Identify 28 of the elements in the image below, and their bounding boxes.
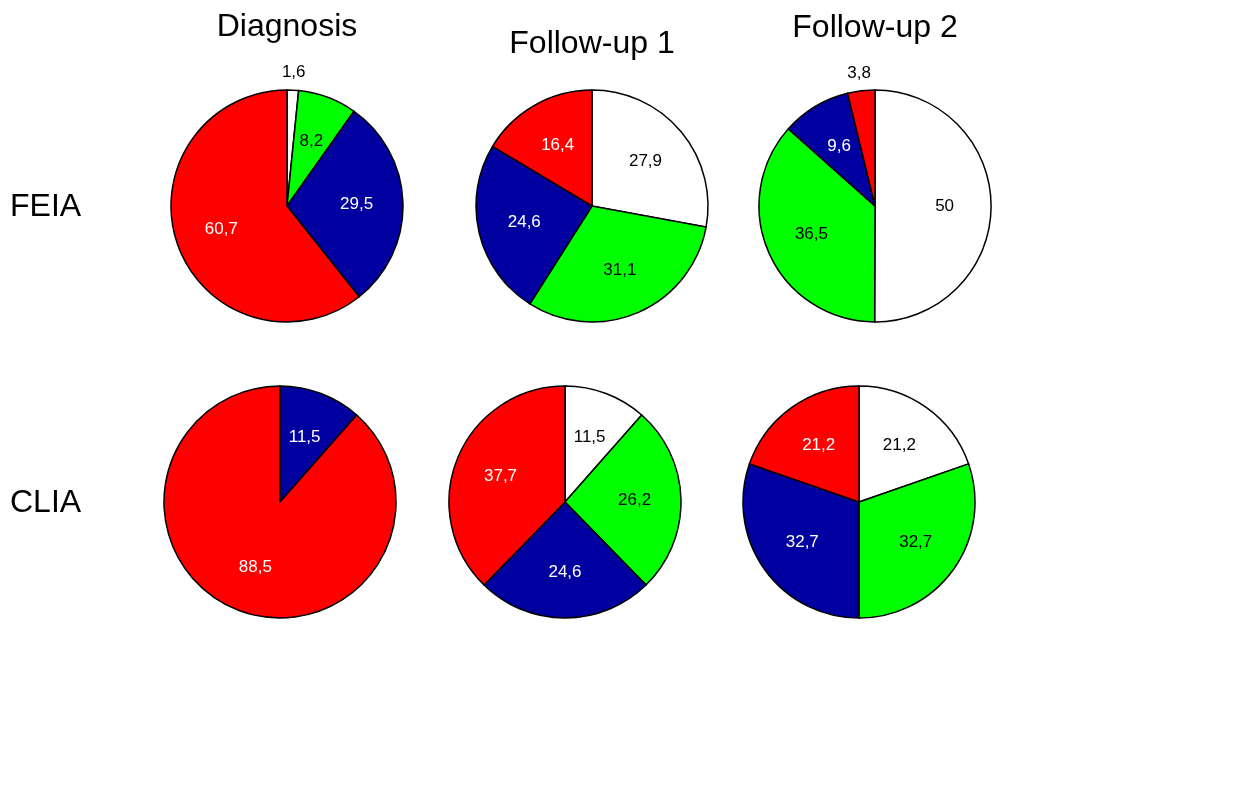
text: FEIA (10, 187, 82, 223)
data-label: 60,7 (204, 218, 238, 238)
chart-title: Follow-up 1 (509, 24, 675, 61)
data-label: 88,5 (238, 557, 272, 577)
data-label: 37,7 (483, 465, 518, 485)
chart-title: Follow-up 2 (792, 7, 958, 44)
text: CLIA (10, 483, 82, 519)
data-label: 50 (935, 196, 955, 216)
data-label: 36,5 (794, 224, 828, 244)
data-label: 16,4 (541, 135, 575, 155)
data-label: 27,9 (628, 151, 663, 171)
data-label: 3,8 (847, 62, 871, 82)
data-label: 24,6 (507, 212, 541, 232)
data-label: 31,1 (603, 259, 637, 279)
data-label: 32,7 (785, 532, 819, 552)
data-label: 21,2 (802, 435, 836, 455)
data-label: 11,5 (573, 426, 606, 446)
data-label: 21,2 (882, 435, 916, 455)
pie-slice (163, 385, 397, 619)
chart-title: Diagnosis (216, 7, 358, 44)
data-label: 11,5 (288, 426, 321, 446)
data-label: 9,6 (827, 136, 851, 156)
data-label: 1,6 (281, 62, 306, 82)
data-label: 8,2 (299, 130, 324, 150)
data-label: 26,2 (618, 490, 652, 510)
data-label: 32,7 (899, 532, 933, 552)
data-label: 29,5 (340, 194, 374, 214)
data-label: 24,6 (548, 561, 582, 581)
